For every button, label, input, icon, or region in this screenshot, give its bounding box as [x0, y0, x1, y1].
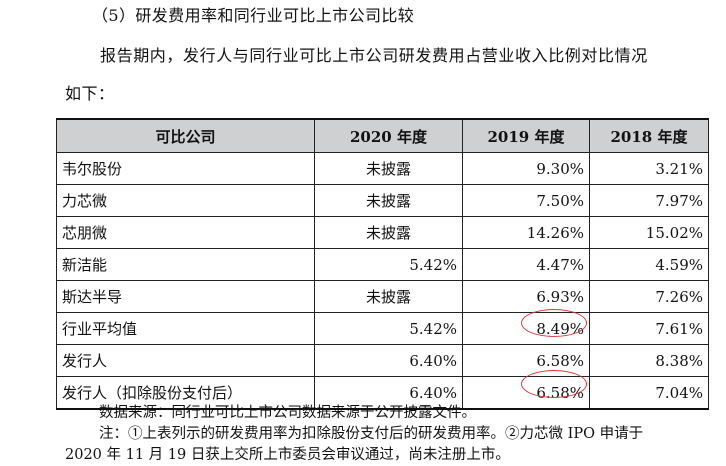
- value-2018-cell: 4.59%: [589, 248, 709, 281]
- value-2018-cell: 7.26%: [589, 280, 709, 313]
- company-cell: 新洁能: [56, 248, 315, 281]
- rd-expense-ratio-comparison-table: 可比公司 2020 年度 2019 年度 2018 年度 韦尔股份 未披露 9.…: [56, 118, 709, 410]
- value-2019-cell: 6.58%: [462, 344, 590, 377]
- data-source-note: 数据来源：同行业可比上市公司数据来源于公开披露文件。: [99, 405, 476, 421]
- table-row: 斯达半导 未披露 6.93% 7.26%: [56, 280, 709, 313]
- value-2020-cell: 6.40%: [314, 376, 463, 410]
- value-2020-cell: 未披露: [314, 280, 463, 313]
- table-row-issuer-adjusted: 发行人（扣除股份支付后） 6.40% 6.58% 7.04%: [56, 376, 709, 410]
- value-2019-cell-highlighted: 6.58%: [462, 376, 590, 410]
- intro-paragraph-line1: 报告期内，发行人与同行业可比上市公司研发费用占营业收入比例对比情况: [100, 46, 648, 65]
- value-2018-cell: 7.04%: [589, 376, 709, 410]
- value-2019-cell: 6.93%: [462, 280, 590, 313]
- value-2018-cell: 7.61%: [589, 312, 709, 345]
- value-2020-cell: 未披露: [314, 152, 463, 185]
- value-2018-cell: 15.02%: [589, 216, 709, 249]
- company-cell: 行业平均值: [56, 312, 315, 345]
- value-2020-cell: 未披露: [314, 216, 463, 249]
- value-2019-cell: 4.47%: [462, 248, 590, 281]
- value-2018-cell: 3.21%: [589, 152, 709, 185]
- company-cell: 韦尔股份: [56, 152, 315, 185]
- header-2019: 2019 年度: [462, 118, 590, 153]
- footnote-line2: 2020 年 11 月 19 日获上交所上市委员会审议通过，尚未注册上市。: [65, 447, 510, 463]
- company-cell: 芯朋微: [56, 216, 315, 249]
- intro-paragraph-line2: 如下：: [65, 84, 115, 103]
- header-company: 可比公司: [56, 118, 315, 153]
- table-row: 力芯微 未披露 7.50% 7.97%: [56, 184, 709, 217]
- table-row-industry-average: 行业平均值 5.42% 8.49% 7.61%: [56, 312, 709, 345]
- company-cell: 斯达半导: [56, 280, 315, 313]
- value-2020-cell: 6.40%: [314, 344, 463, 377]
- value-2019-cell: 9.30%: [462, 152, 590, 185]
- header-2018: 2018 年度: [589, 118, 709, 153]
- company-cell: 发行人: [56, 344, 315, 377]
- table-row: 新洁能 5.42% 4.47% 4.59%: [56, 248, 709, 281]
- value-2019-cell-highlighted: 8.49%: [462, 312, 590, 345]
- table-row: 芯朋微 未披露 14.26% 15.02%: [56, 216, 709, 249]
- value-2018-cell: 8.38%: [589, 344, 709, 377]
- value-2020-cell: 5.42%: [314, 248, 463, 281]
- value-2019-cell: 7.50%: [462, 184, 590, 217]
- value-2018-cell: 7.97%: [589, 184, 709, 217]
- table-row-issuer: 发行人 6.40% 6.58% 8.38%: [56, 344, 709, 377]
- header-2020: 2020 年度: [314, 118, 463, 153]
- value-2020-cell: 5.42%: [314, 312, 463, 345]
- table-header-row: 可比公司 2020 年度 2019 年度 2018 年度: [56, 118, 709, 153]
- table-row: 韦尔股份 未披露 9.30% 3.21%: [56, 152, 709, 185]
- company-cell: 力芯微: [56, 184, 315, 217]
- company-cell: 发行人（扣除股份支付后）: [56, 376, 315, 410]
- section-heading: （5）研发费用率和同行业可比上市公司比较: [92, 6, 415, 25]
- footnote-line1: 注：①上表列示的研发费用率为扣除股份支付后的研发费用率。②力芯微 IPO 申请于: [99, 426, 644, 442]
- value-2019-cell: 14.26%: [462, 216, 590, 249]
- value-2020-cell: 未披露: [314, 184, 463, 217]
